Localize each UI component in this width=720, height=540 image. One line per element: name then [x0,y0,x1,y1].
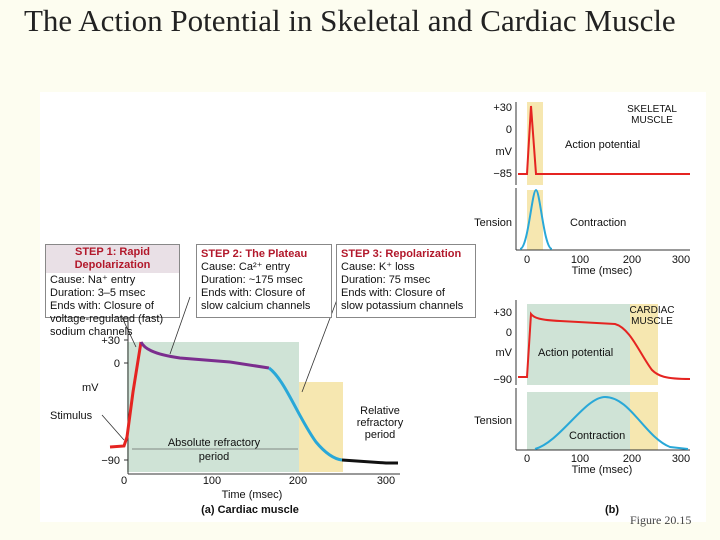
plateau-trace [139,341,270,370]
stimulus-pointer [101,414,125,441]
xtick-a-200: 200 [289,475,307,487]
panel-a-ylabel: mV [82,382,99,394]
step2-box: STEP 2: The Plateau Cause: Ca²⁺ entry Du… [196,244,332,318]
panel-b-cardiac: +30 0 −90 mV CARDIAC MUSCLE Action potent… [474,300,690,516]
skeletal-ytick-m85: −85 [493,168,512,180]
panel-a-caption: (a) Cardiac muscle [201,504,299,516]
skeletal-ap-label: Action potential [565,139,640,151]
skeletal-ylabel: mV [496,146,513,158]
step2-heading: STEP 2: The Plateau [201,248,308,260]
depolarization-trace [109,341,143,449]
step1-line: voltage-regulated (fast) [50,313,164,325]
skeletal-ytick-0: 0 [506,124,512,136]
panel-a-xlabel: Time (msec) [222,489,283,501]
cardiac-xtick-200: 200 [623,453,641,465]
ytick-a-30: +30 [101,335,120,347]
cardiac-tension-label: Tension [474,415,512,427]
cardiac-ap-trace [518,311,691,380]
cardiac-xtick-300: 300 [672,453,690,465]
stimulus-label: Stimulus [50,410,93,422]
panel-a: +30 0 −90 mV 0 100 200 300 Time (msec) (… [50,291,404,516]
skeletal-xtick-0: 0 [524,254,530,266]
ytick-a-0: 0 [114,358,120,370]
xtick-a-0: 0 [121,475,127,487]
skeletal-xtick-200: 200 [623,254,641,266]
step1-heading: STEP 1: Rapid Depolarization [46,245,179,273]
panel-b-skeletal: +30 0 −85 mV SKELETAL MUSCLE Action poten… [474,102,690,277]
step3-line: Cause: K⁺ loss [341,261,415,273]
step3-heading: STEP 3: Repolarization [341,248,462,260]
step3-pointer [301,296,339,393]
skeletal-tension-label: Tension [474,217,512,229]
skeletal-ap-trace [518,105,690,175]
step2-pointer [169,296,191,355]
step1-line: sodium channels [50,326,133,338]
cardiac-label: CARDIAC MUSCLE [629,305,674,327]
step3-box: STEP 3: Repolarization Cause: K⁺ loss Du… [336,244,476,318]
figure-label: Figure 20.15 [630,513,692,527]
cardiac-contraction-label: Contraction [569,430,625,442]
repolarization-trace [268,366,343,462]
ytick-a-m90: −90 [101,455,120,467]
absolute-refractory-label: Absolute refractory period [168,437,261,463]
step1-line: Cause: Na⁺ entry [50,274,136,286]
step1-line: Duration: 3–5 msec [50,287,146,299]
skeletal-ytick-30: +30 [493,102,512,114]
relative-refractory-label: Relative refractory period [357,405,404,441]
cardiac-tension-absolute-shade [527,392,630,450]
skeletal-contraction-label: Contraction [570,217,626,229]
figure-graphics: +30 0 −90 mV 0 100 200 300 Time (msec) (… [50,102,690,516]
cardiac-contraction-trace [534,395,689,450]
step1-line: Ends with: Closure of [50,300,154,312]
skeletal-xtick-300: 300 [672,254,690,266]
cardiac-absolute-refractory-shade [527,304,630,385]
cardiac-ytick-m90: −90 [493,374,512,386]
step1-box: STEP 1: Rapid Depolarization Cause: Na⁺ … [45,244,180,338]
cardiac-xtick-100: 100 [571,453,589,465]
cardiac-ap-label: Action potential [538,347,613,359]
figure: +30 0 −90 mV 0 100 200 300 Time (msec) (… [40,92,706,522]
step2-line: Ends with: Closure of [201,287,305,299]
step3-line: Duration: 75 msec [341,274,431,286]
step2-line: Duration: ~175 msec [201,274,303,286]
xtick-a-100: 100 [203,475,221,487]
step3-line: Ends with: Closure of [341,287,445,299]
skeletal-xtick-100: 100 [571,254,589,266]
xtick-a-300: 300 [377,475,395,487]
skeletal-contraction-trace [519,188,553,250]
step2-line: slow calcium channels [201,300,311,312]
skeletal-label: SKELETAL MUSCLE [627,104,677,126]
step2-line: Cause: Ca²⁺ entry [201,261,290,273]
step3-line: slow potassium channels [341,300,464,312]
absolute-refractory-shade [127,342,299,472]
cardiac-xtick-0: 0 [524,453,530,465]
cardiac-ytick-0: 0 [506,327,512,339]
cardiac-tension-relative-shade [630,392,658,450]
cardiac-xlabel: Time (msec) [572,464,633,476]
skeletal-xlabel: Time (msec) [572,265,633,277]
cardiac-ylabel: mV [496,347,513,359]
slide-title: The Action Potential in Skeletal and Car… [24,3,676,38]
cardiac-ytick-30: +30 [493,307,512,319]
resting-trace [341,458,398,465]
panel-b-caption: (b) [605,504,619,516]
